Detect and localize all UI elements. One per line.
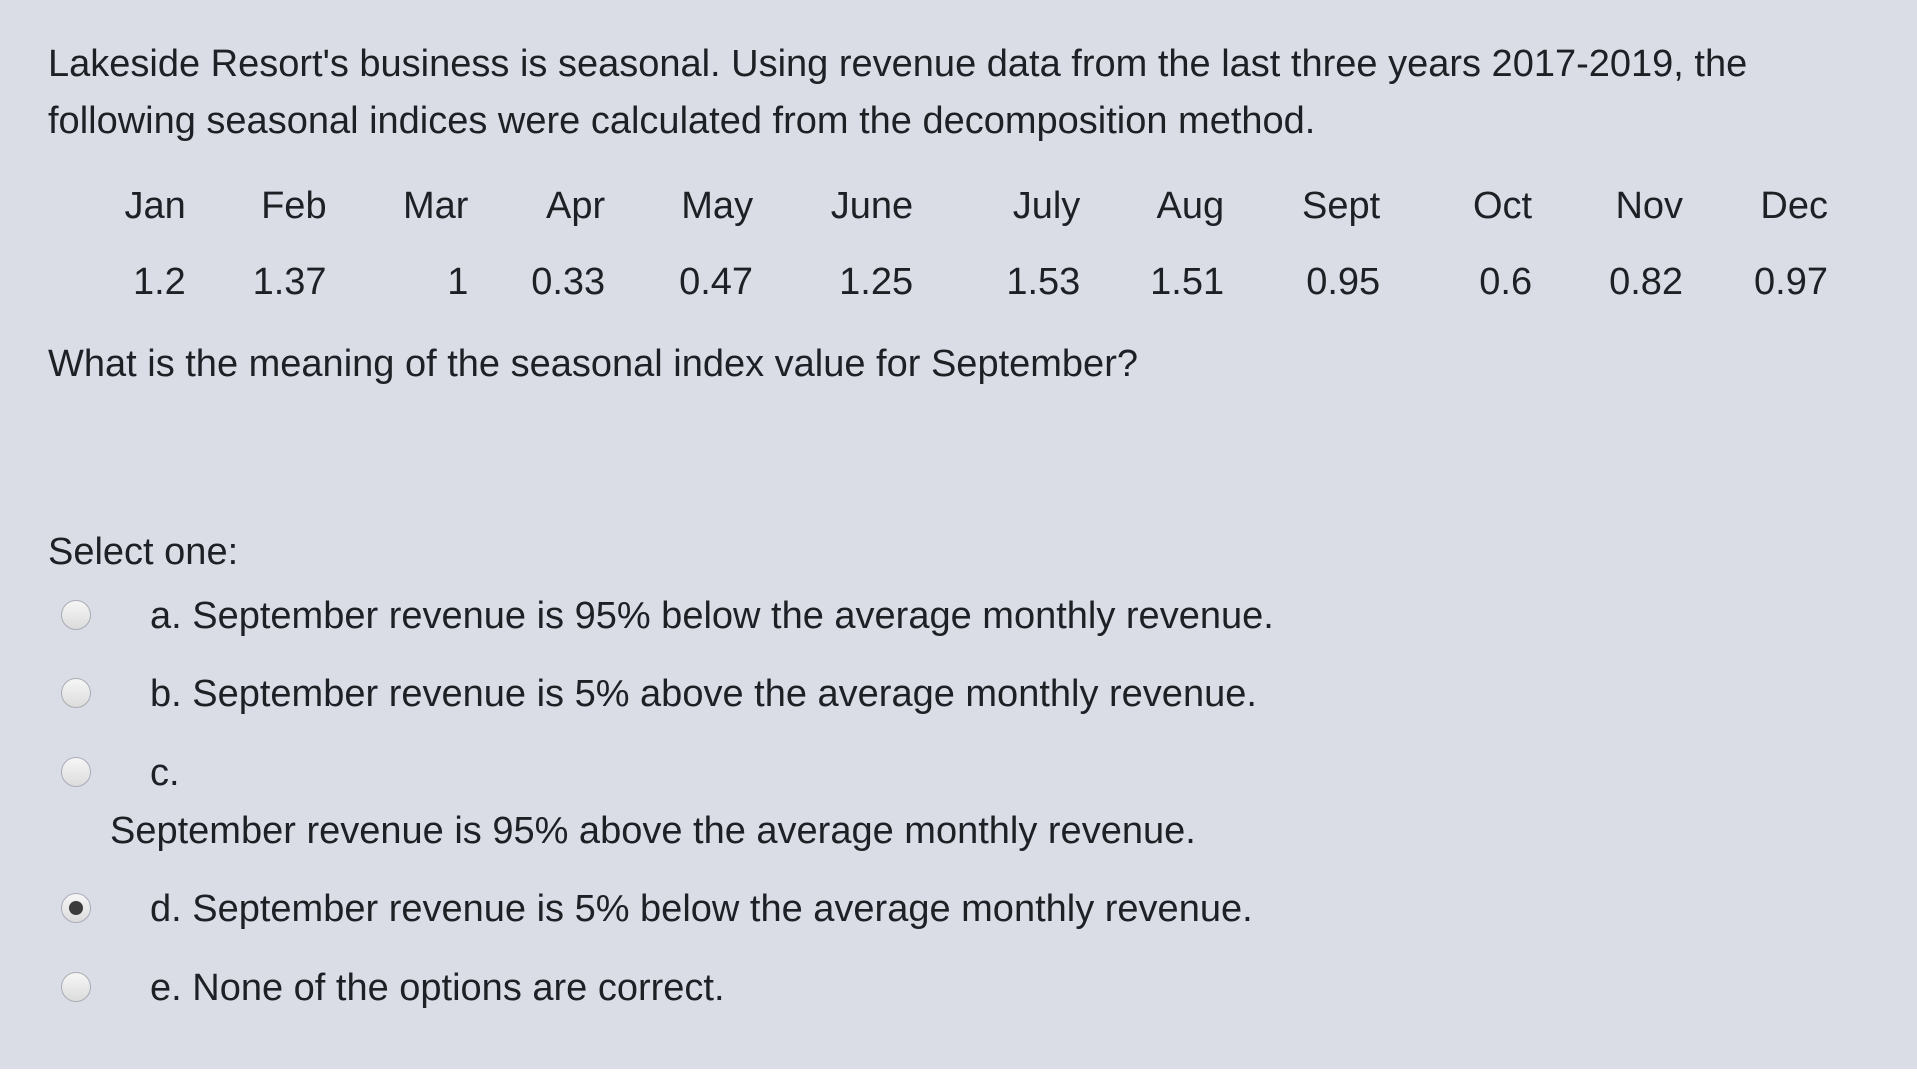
index-value: 0.82 xyxy=(1609,260,1684,303)
answer-label[interactable]: e. None of the options are correct. xyxy=(150,967,725,1009)
month-header: Feb xyxy=(261,184,327,227)
month-header: Nov xyxy=(1615,184,1684,227)
index-value: 0.47 xyxy=(679,260,754,303)
month-header: Dec xyxy=(1760,184,1828,227)
index-value: 0.95 xyxy=(1306,260,1381,303)
month-header: May xyxy=(681,184,754,227)
index-value: 1 xyxy=(447,260,469,303)
month-header: Jan xyxy=(124,184,186,227)
answer-label[interactable]: a. September revenue is 95% below the av… xyxy=(150,595,1274,637)
index-value-row: 1.2 1.37 1 0.33 0.47 1.25 1.53 1.51 0.95… xyxy=(48,244,1828,320)
index-value: 0.97 xyxy=(1754,260,1828,303)
month-header: July xyxy=(1012,184,1081,227)
month-header-row: Jan Feb Mar Apr May June July Aug Sept O… xyxy=(48,168,1828,244)
radio-option-e[interactable] xyxy=(61,972,91,1002)
index-value: 1.2 xyxy=(132,260,186,303)
select-one-label: Select one: xyxy=(48,531,239,573)
month-header: Oct xyxy=(1472,184,1533,227)
month-header: Mar xyxy=(402,184,469,227)
index-value: 1.37 xyxy=(252,260,327,303)
month-header: June xyxy=(830,184,914,227)
question-prompt: What is the meaning of the seasonal inde… xyxy=(48,343,1138,385)
index-value: 0.33 xyxy=(531,260,606,303)
radio-option-c[interactable] xyxy=(61,757,91,787)
radio-option-b[interactable] xyxy=(61,678,91,708)
index-value: 1.25 xyxy=(839,260,914,303)
month-header: Sept xyxy=(1301,184,1381,227)
index-value: 1.53 xyxy=(1006,260,1081,303)
index-value: 0.6 xyxy=(1479,260,1533,303)
answer-label[interactable]: b. September revenue is 5% above the ave… xyxy=(150,673,1257,715)
seasonal-index-table: Jan Feb Mar Apr May June July Aug Sept O… xyxy=(48,168,1828,320)
answer-label[interactable]: c. xyxy=(150,752,180,794)
answer-label[interactable]: d. September revenue is 5% below the ave… xyxy=(150,888,1253,930)
month-header: Apr xyxy=(546,184,606,227)
radio-option-a[interactable] xyxy=(61,600,91,630)
answer-label-continuation[interactable]: September revenue is 95% above the avera… xyxy=(110,810,1196,852)
radio-option-d-selected[interactable] xyxy=(61,893,91,923)
index-value: 1.51 xyxy=(1150,260,1225,303)
month-header: Aug xyxy=(1156,184,1225,227)
question-stem: Lakeside Resort's business is seasonal. … xyxy=(48,43,1748,142)
